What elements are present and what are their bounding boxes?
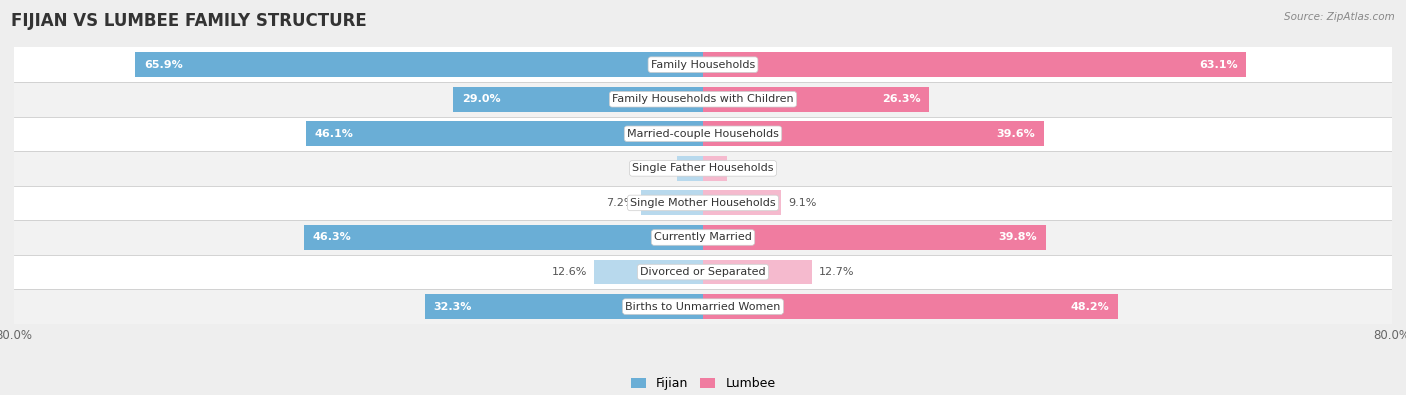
Bar — [453, 87, 703, 112]
Text: Source: ZipAtlas.com: Source: ZipAtlas.com — [1284, 12, 1395, 22]
Bar — [14, 186, 1392, 220]
Text: 39.8%: 39.8% — [998, 233, 1038, 243]
Text: 9.1%: 9.1% — [789, 198, 817, 208]
Text: FIJIAN VS LUMBEE FAMILY STRUCTURE: FIJIAN VS LUMBEE FAMILY STRUCTURE — [11, 12, 367, 30]
Text: Family Households with Children: Family Households with Children — [612, 94, 794, 104]
Bar — [678, 156, 703, 181]
Text: 46.3%: 46.3% — [314, 233, 352, 243]
Text: 32.3%: 32.3% — [433, 302, 472, 312]
Bar — [307, 121, 703, 146]
Bar — [703, 121, 1045, 146]
Text: Divorced or Separated: Divorced or Separated — [640, 267, 766, 277]
Text: 29.0%: 29.0% — [461, 94, 501, 104]
Text: 26.3%: 26.3% — [882, 94, 921, 104]
Bar — [14, 151, 1392, 186]
Text: 2.8%: 2.8% — [734, 164, 762, 173]
Legend: Fijian, Lumbee: Fijian, Lumbee — [626, 372, 780, 395]
Bar — [135, 52, 703, 77]
Bar — [703, 52, 1246, 77]
Bar — [14, 289, 1392, 324]
Bar — [703, 190, 782, 215]
Text: 48.2%: 48.2% — [1071, 302, 1109, 312]
Bar — [703, 156, 727, 181]
Bar — [14, 255, 1392, 289]
Text: 12.6%: 12.6% — [553, 267, 588, 277]
Bar — [641, 190, 703, 215]
Bar — [14, 82, 1392, 117]
Bar — [703, 87, 929, 112]
Bar — [595, 260, 703, 284]
Text: Single Mother Households: Single Mother Households — [630, 198, 776, 208]
Bar — [14, 220, 1392, 255]
Text: Family Households: Family Households — [651, 60, 755, 70]
Text: Births to Unmarried Women: Births to Unmarried Women — [626, 302, 780, 312]
Text: 12.7%: 12.7% — [820, 267, 855, 277]
Bar — [703, 260, 813, 284]
Text: 7.2%: 7.2% — [606, 198, 634, 208]
Bar — [14, 117, 1392, 151]
Text: 3.0%: 3.0% — [643, 164, 671, 173]
Text: Married-couple Households: Married-couple Households — [627, 129, 779, 139]
Text: 39.6%: 39.6% — [997, 129, 1035, 139]
Text: 63.1%: 63.1% — [1199, 60, 1237, 70]
Bar — [304, 225, 703, 250]
Text: Currently Married: Currently Married — [654, 233, 752, 243]
Text: Single Father Households: Single Father Households — [633, 164, 773, 173]
Bar — [425, 294, 703, 319]
Bar — [14, 47, 1392, 82]
Text: 46.1%: 46.1% — [315, 129, 353, 139]
Bar — [703, 225, 1046, 250]
Bar — [703, 294, 1118, 319]
Text: 65.9%: 65.9% — [143, 60, 183, 70]
